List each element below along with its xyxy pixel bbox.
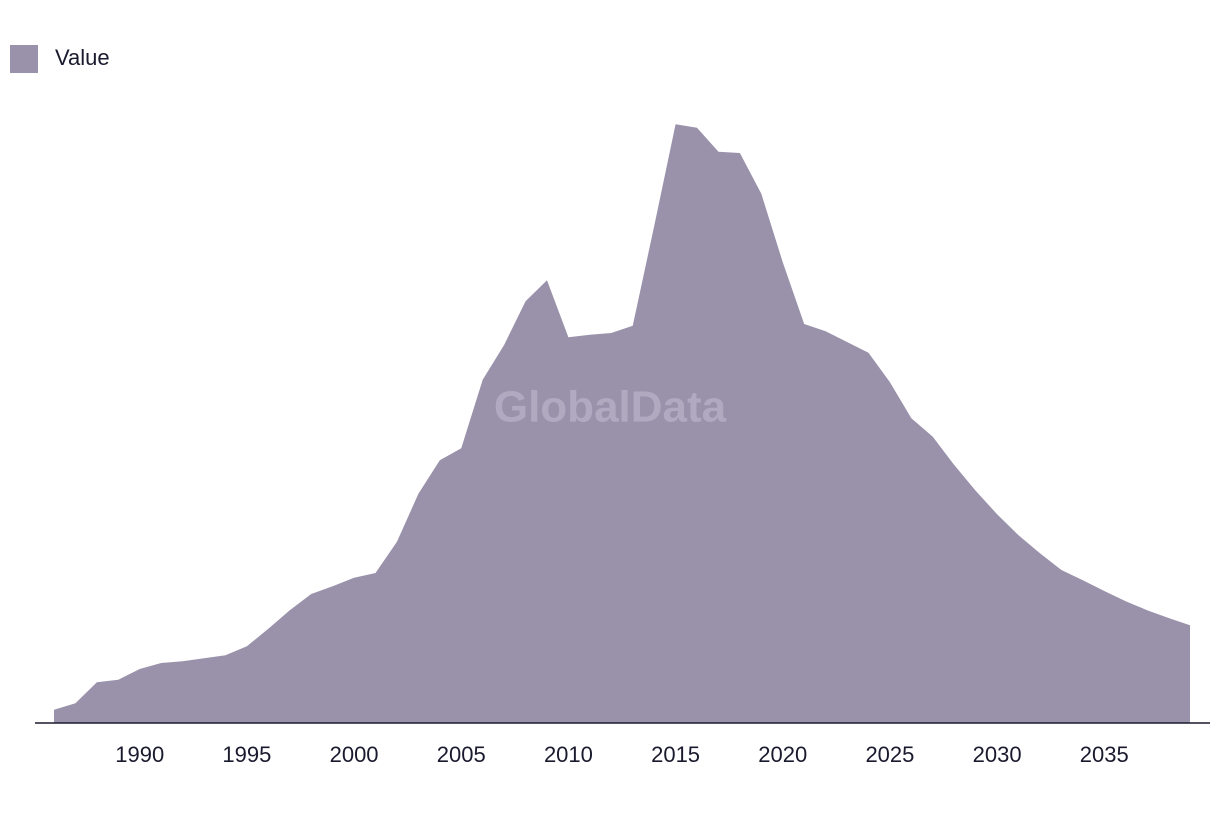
x-tick-label: 1995	[222, 742, 271, 767]
watermark: GlobalData	[494, 383, 727, 432]
x-tick-label: 2015	[651, 742, 700, 767]
legend-label: Value	[55, 45, 110, 70]
legend-swatch	[10, 45, 38, 73]
x-tick-label: 2025	[865, 742, 914, 767]
x-tick-label: 2010	[544, 742, 593, 767]
x-tick-label: 1990	[115, 742, 164, 767]
x-tick-label: 2035	[1080, 742, 1129, 767]
x-tick-label: 2000	[330, 742, 379, 767]
area	[54, 124, 1190, 723]
x-tick-label: 2005	[437, 742, 486, 767]
x-tick-label: 2030	[973, 742, 1022, 767]
x-tick-label: 2020	[758, 742, 807, 767]
